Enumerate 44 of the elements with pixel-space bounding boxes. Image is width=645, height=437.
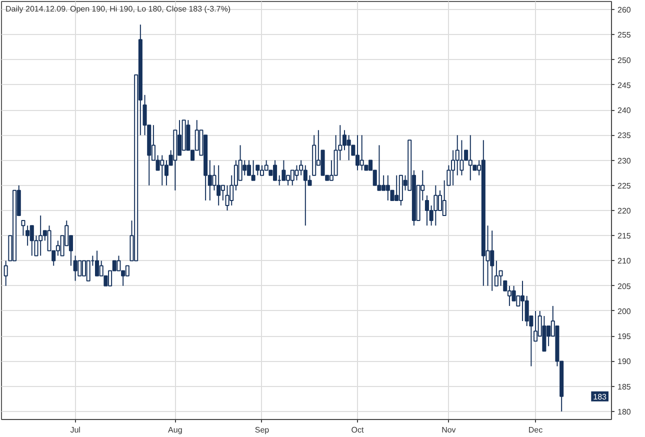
x-tick-label: Oct (351, 426, 365, 434)
candlestick (360, 134, 364, 171)
y-tick-label: 205 (618, 282, 632, 291)
candlestick (455, 134, 460, 176)
candlestick (26, 225, 30, 246)
y-tick-label: 240 (618, 106, 632, 116)
y-tick-label: 210 (618, 256, 632, 266)
x-tick-label: Nov (442, 426, 456, 434)
y-tick-label: 195 (618, 332, 632, 342)
x-tick-label: Sep (254, 426, 270, 434)
candlestick (125, 265, 130, 276)
y-tick-label: 190 (618, 357, 632, 366)
candlestick (294, 164, 299, 181)
candlestick (524, 295, 529, 327)
candlestick (260, 164, 264, 176)
y-tick-label: 220 (618, 206, 632, 216)
candlestick (94, 250, 100, 276)
y-tick-label: 235 (618, 131, 632, 140)
y-tick-label: 255 (618, 30, 632, 40)
candlestick (21, 220, 26, 236)
y-tick-label: 185 (618, 382, 632, 392)
y-tick-label: 180 (618, 407, 632, 416)
y-tick-label: 260 (618, 6, 632, 15)
x-tick-label: Dec (528, 426, 543, 434)
candlestick (520, 280, 525, 322)
y-tick-label: 225 (618, 181, 632, 190)
x-tick-label: Aug (168, 426, 182, 434)
chart-title: Daily 2014.12.09. Open 190, Hi 190, Lo 180, Close 183 (-3.7%) (6, 4, 231, 14)
y-tick-label: 245 (618, 80, 632, 90)
candlestick (251, 160, 256, 181)
candlestick (355, 134, 360, 171)
candlestick (160, 154, 164, 186)
x-tick-label: Jul (70, 426, 81, 434)
candlestick (346, 134, 351, 161)
y-tick-label: 200 (618, 306, 632, 316)
y-tick-label: 215 (618, 232, 632, 241)
y-tick-label: 230 (618, 156, 632, 166)
candlestick (342, 130, 347, 151)
candlestick (377, 144, 382, 191)
candlestick (73, 255, 78, 282)
candlestick (534, 310, 538, 342)
y-tick-label: 250 (618, 56, 632, 65)
annotation: 183 (593, 392, 608, 402)
candlestick (434, 184, 438, 226)
